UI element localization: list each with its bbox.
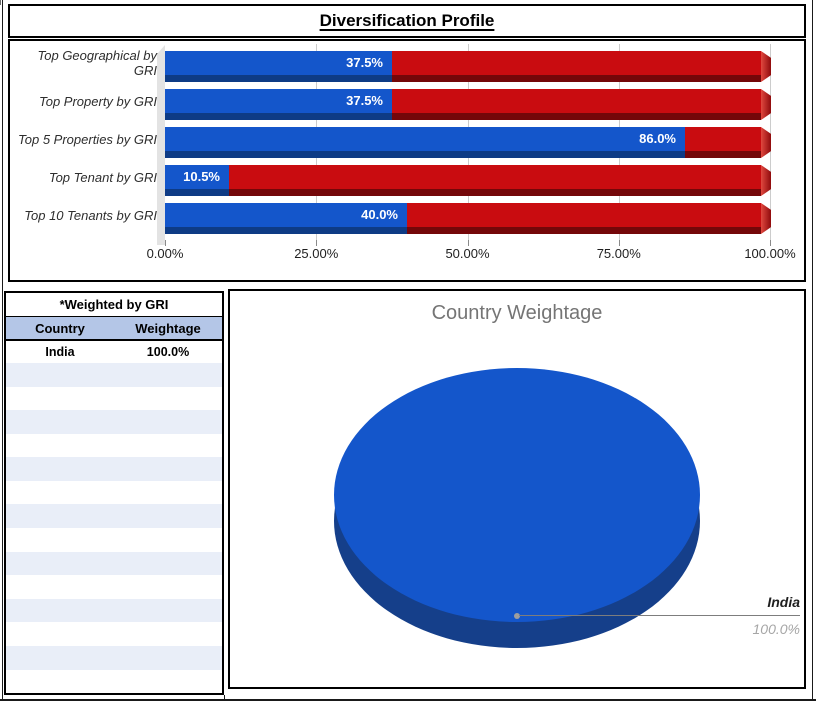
chart-3d-wall bbox=[157, 45, 165, 245]
empty-table-row[interactable] bbox=[6, 622, 222, 646]
x-axis-tick-label: 25.00% bbox=[294, 246, 339, 261]
column-gridline-tick bbox=[0, 0, 1, 5]
bar-segment-blue[interactable] bbox=[165, 127, 685, 151]
bar-3d-end-cap bbox=[761, 51, 771, 82]
page-title: Diversification Profile bbox=[319, 11, 495, 30]
x-axis-tick-label: 50.00% bbox=[445, 246, 490, 261]
empty-table-row[interactable] bbox=[6, 528, 222, 552]
x-axis-tick-label: 100.00% bbox=[744, 246, 796, 261]
bar-3d-stripe-blue bbox=[165, 227, 407, 234]
diversification-bar-chart[interactable]: 0.00% 25.00% 50.00% 75.00% 100.00% Top Geogra… bbox=[8, 39, 806, 282]
bar-segment-blue[interactable] bbox=[165, 203, 407, 227]
bar-value-label: 37.5% bbox=[346, 93, 383, 108]
bar-category-label: Top 10 Tenants by GRI bbox=[24, 207, 157, 223]
empty-table-row[interactable] bbox=[6, 598, 222, 623]
bar-category-label: Top Geographical by GRI bbox=[37, 48, 158, 78]
bar-segment-blue[interactable] bbox=[165, 89, 392, 113]
column-header-country[interactable]: Country bbox=[35, 320, 85, 336]
empty-table-row[interactable] bbox=[6, 480, 222, 505]
x-axis-tick-label: 75.00% bbox=[596, 246, 641, 261]
bar-3d-end-cap bbox=[761, 203, 771, 234]
table-header-row: Country Weightage bbox=[6, 317, 222, 341]
bar-3d-stripe-red bbox=[685, 151, 761, 158]
sheet-left-border bbox=[2, 0, 3, 700]
bar-segment-blue[interactable] bbox=[165, 51, 392, 75]
bar-value-label: 86.0% bbox=[639, 131, 676, 146]
empty-table-row[interactable] bbox=[6, 363, 222, 387]
bar-segment-red[interactable] bbox=[407, 203, 761, 227]
bar-3d-stripe-blue bbox=[165, 151, 685, 158]
bar-3d-end-cap bbox=[761, 127, 771, 158]
x-axis-tick bbox=[165, 240, 166, 246]
empty-table-row[interactable] bbox=[6, 386, 222, 411]
bar-value-label: 37.5% bbox=[346, 55, 383, 70]
pie-chart-title: Country Weightage bbox=[431, 302, 603, 324]
x-axis-tick bbox=[618, 240, 620, 246]
bar-category-label: Top Property by GRI bbox=[38, 93, 157, 109]
sheet-right-border bbox=[812, 0, 813, 700]
bar-3d-stripe-red bbox=[392, 75, 761, 82]
bar-3d-stripe-blue bbox=[165, 189, 229, 196]
bar-segment-blue[interactable] bbox=[165, 165, 229, 189]
x-axis-tick-label: 0.00% bbox=[146, 246, 184, 261]
bar-value-label: 10.5% bbox=[183, 169, 220, 184]
bar-category-label: Top Tenant by GRI bbox=[48, 169, 157, 185]
bar-3d-stripe-blue bbox=[165, 75, 392, 82]
column-gridline-tick bbox=[224, 695, 225, 700]
x-axis-tick bbox=[316, 240, 318, 246]
country-weightage-pie-chart[interactable]: Country Weightage India 100.0% bbox=[228, 289, 806, 689]
empty-table-row[interactable] bbox=[6, 457, 222, 481]
empty-table-row[interactable] bbox=[6, 410, 222, 434]
bar-category-label: Top 5 Properties by GRI bbox=[18, 131, 157, 147]
bar-segment-red[interactable] bbox=[229, 165, 761, 189]
table-title: *Weighted by GRI bbox=[6, 293, 222, 317]
bar-segment-red[interactable] bbox=[392, 51, 761, 75]
weightage-cell[interactable]: 100.0% bbox=[146, 345, 190, 359]
country-cell[interactable]: India bbox=[45, 345, 75, 359]
bar-3d-end-cap bbox=[761, 165, 771, 196]
empty-table-row[interactable] bbox=[6, 645, 222, 670]
bar-value-label: 40.0% bbox=[361, 207, 398, 222]
bar-3d-end-cap bbox=[761, 89, 771, 120]
bar-segment-red[interactable] bbox=[685, 127, 761, 151]
pie-leader-line bbox=[519, 615, 800, 616]
report-title-box: Diversification Profile bbox=[8, 4, 806, 38]
bar-segment-red[interactable] bbox=[392, 89, 761, 113]
x-axis-tick bbox=[770, 240, 771, 246]
bar-3d-stripe-red bbox=[407, 227, 761, 234]
empty-table-row[interactable] bbox=[6, 504, 222, 529]
table-row: India 100.0% bbox=[6, 341, 222, 363]
bar-plot-area: 0.00% 25.00% 50.00% 75.00% 100.00% Top Geogra… bbox=[10, 41, 804, 280]
pie-slice-india[interactable] bbox=[334, 368, 700, 622]
pie-slice-label: India bbox=[767, 594, 800, 610]
bar-3d-stripe-red bbox=[229, 189, 761, 196]
pie-leader-dot bbox=[514, 613, 520, 619]
column-header-weightage[interactable]: Weightage bbox=[135, 320, 201, 336]
sheet-bottom-border bbox=[0, 699, 816, 701]
empty-table-row[interactable] bbox=[6, 433, 222, 458]
empty-table-row[interactable] bbox=[6, 551, 222, 576]
pie-slice-value: 100.0% bbox=[752, 621, 800, 637]
bar-3d-stripe-red bbox=[392, 113, 761, 120]
empty-table-row[interactable] bbox=[6, 575, 222, 599]
x-axis-tick bbox=[467, 240, 469, 246]
country-weightage-table: *Weighted by GRI Country Weightage India… bbox=[4, 291, 224, 695]
bar-3d-stripe-blue bbox=[165, 113, 392, 120]
empty-table-row[interactable] bbox=[6, 669, 222, 694]
